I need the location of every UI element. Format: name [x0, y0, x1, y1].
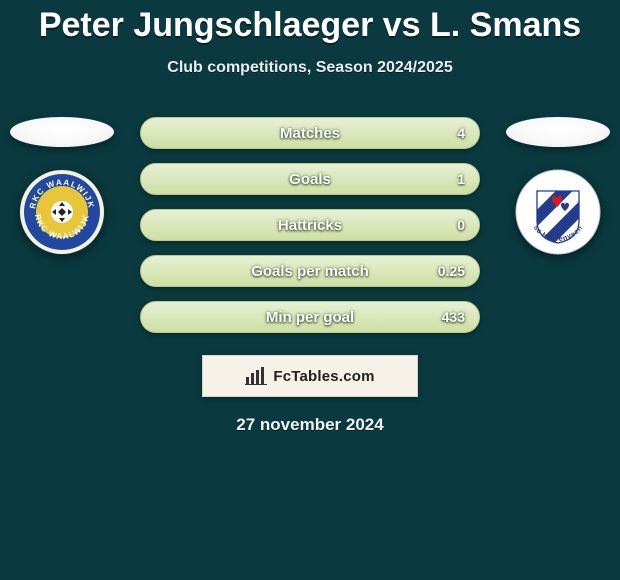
watermark-badge: FcTables.com: [202, 355, 418, 397]
stat-label: Min per goal: [266, 309, 354, 326]
stat-label: Goals per match: [251, 263, 369, 280]
stat-row: Matches 4: [140, 117, 480, 149]
rkc-waalwijk-badge-icon: RKC WAALWIJK RKC WAALWIJK: [19, 169, 105, 255]
comparison-content: RKC WAALWIJK RKC WAALWIJK: [0, 117, 620, 333]
subtitle: Club competitions, Season 2024/2025: [0, 59, 620, 77]
player-right-headshot: [506, 117, 610, 147]
watermark-text: FcTables.com: [273, 368, 374, 385]
stat-value-right: 0.25: [438, 263, 465, 279]
player-right-column: sc Heerenveen: [498, 117, 618, 255]
sc-heerenveen-badge-icon: sc Heerenveen: [515, 169, 601, 255]
player-left-club-badge: RKC WAALWIJK RKC WAALWIJK: [19, 169, 105, 255]
stat-row: Goals 1: [140, 163, 480, 195]
stat-row: Hattricks 0: [140, 209, 480, 241]
stat-label: Goals: [289, 171, 331, 188]
player-left-column: RKC WAALWIJK RKC WAALWIJK: [2, 117, 122, 255]
date-line: 27 november 2024: [0, 415, 620, 435]
stat-row: Goals per match 0.25: [140, 255, 480, 287]
bar-chart-icon: [245, 367, 267, 385]
stat-label: Matches: [280, 125, 340, 142]
stat-value-right: 0: [457, 217, 465, 233]
stat-rows: Matches 4 Goals 1 Hattricks 0 Goals per match 0…: [140, 117, 480, 333]
player-left-headshot: [10, 117, 114, 147]
page-title: Peter Jungschlaeger vs L. Smans: [0, 0, 620, 45]
stat-label: Hattricks: [278, 217, 342, 234]
stat-value-right: 1: [457, 171, 465, 187]
stat-row: Min per goal 433: [140, 301, 480, 333]
stat-value-right: 4: [457, 125, 465, 141]
player-right-club-badge: sc Heerenveen: [515, 169, 601, 255]
stat-value-right: 433: [442, 309, 465, 325]
